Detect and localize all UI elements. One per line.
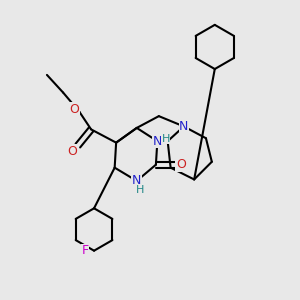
Text: O: O [176,158,186,171]
Text: N: N [132,174,141,188]
Text: H: H [161,134,170,144]
Text: N: N [153,135,162,148]
Text: O: O [67,145,77,158]
Text: O: O [69,103,79,116]
Text: H: H [136,185,144,195]
Text: N: N [179,120,188,133]
Text: F: F [82,244,89,257]
